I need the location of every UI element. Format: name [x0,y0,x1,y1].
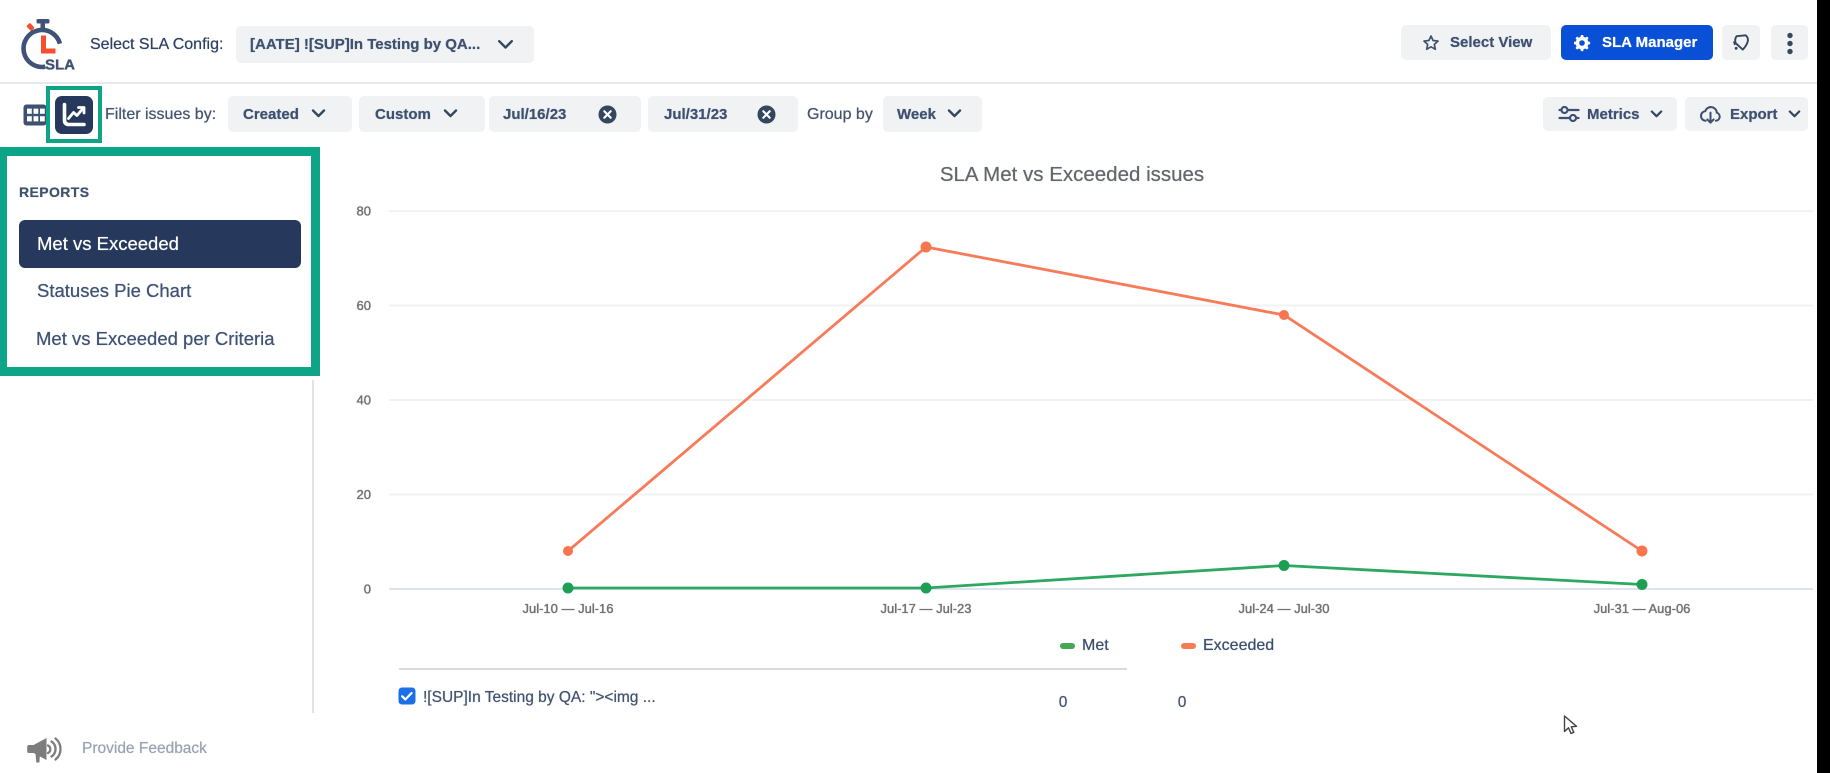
svg-text:SLA: SLA [45,57,75,74]
svg-text:Jul-17 — Jul-23: Jul-17 — Jul-23 [880,601,971,616]
svg-text:Jul-31 — Aug-06: Jul-31 — Aug-06 [1594,601,1691,616]
svg-text:20: 20 [357,487,371,502]
svg-text:60: 60 [357,298,371,313]
svg-text:0: 0 [364,582,371,597]
svg-text:40: 40 [357,393,371,408]
svg-text:Jul-10 — Jul-16: Jul-10 — Jul-16 [522,601,613,616]
svg-text:80: 80 [357,204,371,219]
svg-text:Jul-24 — Jul-30: Jul-24 — Jul-30 [1238,601,1329,616]
